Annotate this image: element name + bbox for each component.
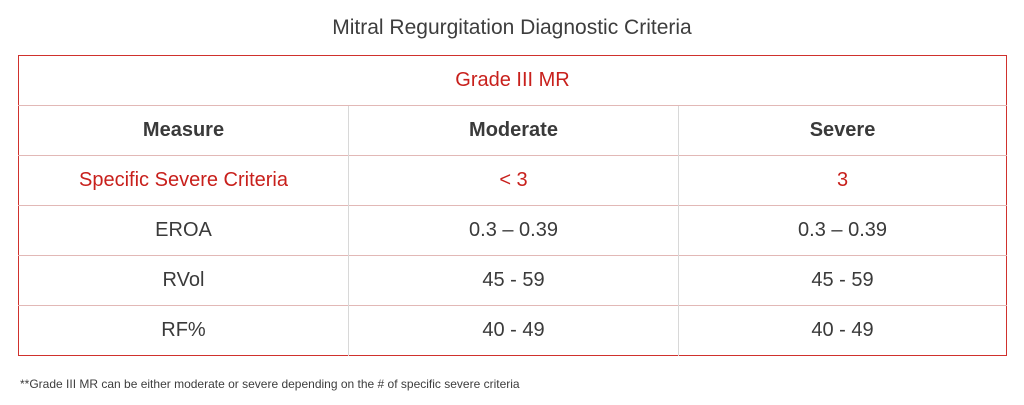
header-measure: Measure <box>18 105 349 156</box>
header-severe: Severe <box>677 105 1007 156</box>
page-title: Mitral Regurgitation Diagnostic Criteria <box>332 16 692 39</box>
measure-cell: EROA <box>18 205 349 256</box>
specific-criteria-label: Specific Severe Criteria <box>18 155 349 206</box>
grade-row: Grade III MR <box>19 56 1007 106</box>
footnote: **Grade III MR can be either moderate or… <box>20 377 520 391</box>
moderate-cell: 40 - 49 <box>348 305 679 356</box>
moderate-cell: 0.3 – 0.39 <box>348 205 679 256</box>
grade-label: Grade III MR <box>455 69 570 91</box>
criteria-table: Grade III MR Measure Moderate Severe Spe… <box>18 55 1008 356</box>
specific-criteria-moderate: < 3 <box>348 155 679 206</box>
table-row: EROA 0.3 – 0.39 0.3 – 0.39 <box>18 205 1007 256</box>
table-row: RF% 40 - 49 40 - 49 <box>18 305 1007 356</box>
specific-criteria-severe: 3 <box>677 155 1007 206</box>
header-moderate: Moderate <box>348 105 679 156</box>
specific-criteria-row: Specific Severe Criteria < 3 3 <box>18 155 1007 206</box>
severe-cell: 45 - 59 <box>677 255 1007 306</box>
moderate-cell: 45 - 59 <box>348 255 679 306</box>
severe-cell: 40 - 49 <box>677 305 1007 356</box>
measure-cell: RVol <box>18 255 349 306</box>
header-row: Measure Moderate Severe <box>18 105 1007 156</box>
table-row: RVol 45 - 59 45 - 59 <box>18 255 1007 306</box>
severe-cell: 0.3 – 0.39 <box>677 205 1007 256</box>
measure-cell: RF% <box>18 305 349 356</box>
